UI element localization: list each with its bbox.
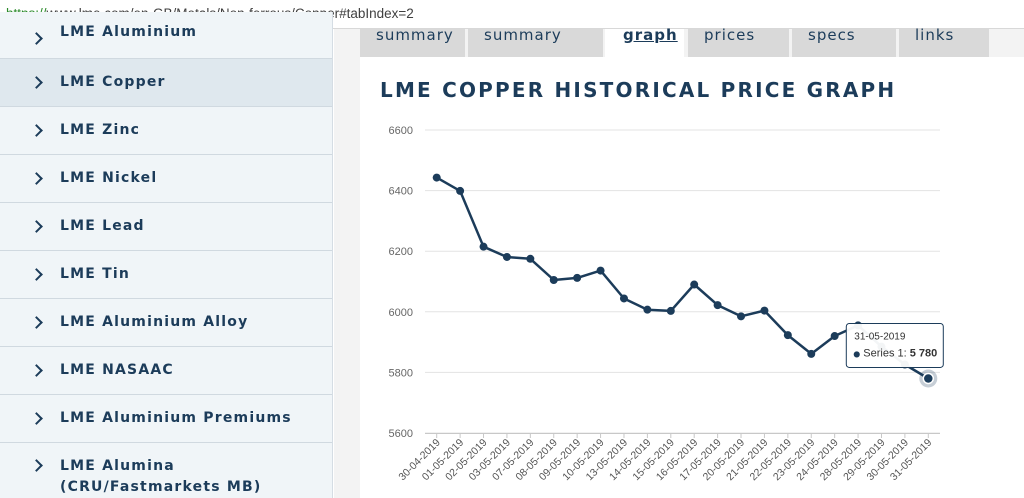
sidebar-item-label: LME Aluminium Alloy [60,314,249,330]
sidebar-item-aluminium-premiums[interactable]: LME Aluminium Premiums [0,395,332,443]
data-point[interactable] [854,321,863,330]
data-point[interactable] [877,342,886,351]
chevron-right-icon [30,220,43,233]
chevron-right-icon [30,316,43,329]
sidebar-item-label: LME Aluminium Premiums [60,410,292,426]
metals-sidebar: LME Aluminium LME Copper LME Zinc LME Ni… [0,12,333,498]
sidebar-item-label: LME Lead [60,218,145,234]
data-point[interactable] [713,301,722,310]
sidebar-item-copper[interactable]: LME Copper [0,59,332,107]
data-point[interactable] [573,273,582,282]
sidebar-item-nickel[interactable]: LME Nickel [0,155,332,203]
chevron-right-icon [30,364,43,377]
sidebar-item-zinc[interactable]: LME Zinc [0,107,332,155]
chevron-right-icon [30,172,43,185]
chevron-right-icon [30,76,43,89]
graph-panel [360,57,1024,498]
data-point[interactable] [807,349,816,358]
sidebar-item-nasaac[interactable]: LME NASAAC [0,347,332,395]
tab-links[interactable]: links [899,28,989,57]
data-point[interactable] [432,173,441,182]
chart-heading: LME COPPER HISTORICAL PRICE GRAPH [380,78,897,102]
tab-summary[interactable]: summary [360,28,465,57]
chevron-right-icon [30,268,43,281]
chevron-right-icon [30,412,43,425]
chevron-right-icon [30,32,43,45]
data-point[interactable] [666,306,675,315]
data-point[interactable] [830,332,839,341]
data-point[interactable] [900,360,909,369]
tab-prices[interactable]: prices [688,28,789,57]
tab-bar: summary summary graph prices specs links [334,28,1024,57]
sidebar-item-label: LME Copper [60,74,166,90]
data-point[interactable] [549,275,558,284]
data-point[interactable] [619,294,628,303]
data-point[interactable] [456,186,465,195]
data-point[interactable] [596,266,605,275]
sidebar-item-aluminium-alloy[interactable]: LME Aluminium Alloy [0,299,332,347]
tab-specs[interactable]: specs [792,28,896,57]
sidebar-item-label: LME Tin [60,266,131,282]
data-point[interactable] [783,331,792,340]
chevron-right-icon [30,124,43,137]
data-point[interactable] [526,254,535,263]
data-point[interactable] [690,280,699,289]
sidebar-item-label: LME Zinc [60,122,141,138]
tab-summary-2[interactable]: summary [468,28,603,57]
sidebar-item-label: LME Nickel [60,170,158,186]
sidebar-item-label: LME NASAAC [60,362,174,378]
data-point[interactable] [502,252,511,261]
sidebar-item-lead[interactable]: LME Lead [0,203,332,251]
data-point[interactable] [479,242,488,251]
tab-graph[interactable]: graph [605,28,684,57]
sidebar-item-aluminium[interactable]: LME Aluminium [0,12,332,59]
chevron-right-icon [30,459,43,472]
sidebar-item-label: LME Aluminium [60,24,198,40]
data-point[interactable] [760,306,769,315]
data-point[interactable] [643,305,652,314]
data-point-highlighted[interactable] [922,372,935,385]
sidebar-item-alumina[interactable]: LME Alumina (CRU/Fastmarkets MB) [0,443,332,498]
sidebar-item-label: LME Alumina (CRU/Fastmarkets MB) [60,458,262,495]
data-point[interactable] [737,312,746,321]
sidebar-item-tin[interactable]: LME Tin [0,251,332,299]
